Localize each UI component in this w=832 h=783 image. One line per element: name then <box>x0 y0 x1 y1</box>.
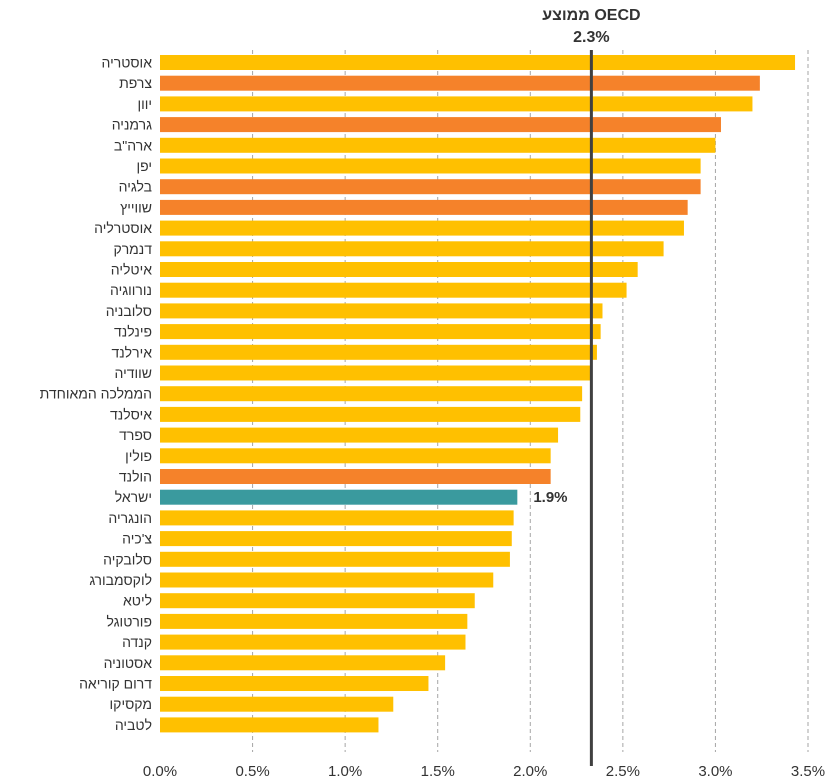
bar <box>160 137 716 153</box>
x-tick-label: 1.5% <box>421 763 455 780</box>
category-label: פולין <box>125 448 152 464</box>
bar <box>160 262 638 277</box>
bar <box>160 96 753 112</box>
bars <box>160 55 796 733</box>
bar <box>160 324 601 340</box>
x-tick-label: 1.0% <box>328 763 362 780</box>
x-tick-label: 0.5% <box>235 763 269 780</box>
bar <box>160 676 429 691</box>
bar <box>160 717 379 733</box>
category-label: אסטוניה <box>104 655 153 671</box>
category-label: לטביה <box>115 717 152 733</box>
category-label: גרמניה <box>112 117 152 133</box>
oecd-average-reference: ממוצע OECD 2.3% <box>542 7 641 766</box>
category-label: דנמרק <box>113 241 152 257</box>
bar <box>160 572 494 588</box>
bar <box>160 427 559 443</box>
bar <box>160 696 394 712</box>
category-label: בלגיה <box>119 179 152 195</box>
category-label: לוקסמבורג <box>89 572 152 588</box>
bar <box>160 344 597 360</box>
category-label: אירלנד <box>111 344 152 360</box>
data-label: 1.9% <box>533 489 567 506</box>
bar <box>160 241 664 257</box>
category-label: יפן <box>136 158 152 174</box>
oecd-average-title: ממוצע OECD <box>542 7 640 24</box>
bar <box>160 655 446 671</box>
bar <box>160 613 468 629</box>
bar <box>160 448 551 464</box>
bar <box>160 117 721 133</box>
data-labels: 1.9% <box>533 489 567 506</box>
category-label: סלובקיה <box>103 551 152 567</box>
category-label: איסלנד <box>110 406 152 422</box>
category-label: ישראל <box>115 489 152 505</box>
bar <box>160 551 510 567</box>
category-labels: אוסטריה צרפת יוון גרמניה ארה"ב יפן בלגיה שווייץ… <box>40 55 153 733</box>
category-label: איטליה <box>111 262 152 278</box>
bar <box>160 158 701 174</box>
bar <box>160 365 592 381</box>
category-label: שווייץ <box>120 199 152 215</box>
category-label: ליטא <box>123 593 152 609</box>
category-label: הממלכה המאוחדת <box>40 386 152 402</box>
bar <box>160 469 551 484</box>
bar <box>160 179 701 195</box>
category-label: הונגריה <box>108 510 152 526</box>
bar <box>160 510 514 526</box>
bar <box>160 303 603 319</box>
x-tick-label: 0.0% <box>143 763 177 780</box>
bar <box>160 634 466 650</box>
category-label: פורטוגל <box>107 613 153 629</box>
category-label: צ'כיה <box>122 531 152 547</box>
x-axis-tick-labels: 0.0% 0.5% 1.0% 1.5% 2.0% 2.5% 3.0% 3.5% <box>143 763 825 780</box>
category-label: ספרד <box>119 427 152 443</box>
category-label: הולנד <box>119 469 152 485</box>
bar <box>160 199 688 215</box>
bar <box>160 489 518 505</box>
bar <box>160 386 583 402</box>
category-label: יוון <box>137 96 152 112</box>
bar <box>160 282 627 298</box>
category-label: סלובניה <box>106 303 152 319</box>
category-label: אוסטריה <box>102 55 153 71</box>
category-label: דרום קוריאה <box>79 676 152 692</box>
category-label: שוודיה <box>115 365 152 381</box>
bar <box>160 75 760 91</box>
x-tick-label: 2.0% <box>513 763 547 780</box>
bar <box>160 55 796 70</box>
x-tick-label: 3.0% <box>698 763 732 780</box>
oecd-average-value: 2.3% <box>573 29 609 46</box>
bar <box>160 220 684 236</box>
bar <box>160 531 512 547</box>
category-label: פינלנד <box>114 324 152 340</box>
category-label: נורווגיה <box>110 282 152 298</box>
category-label: ארה"ב <box>114 137 152 153</box>
bar <box>160 406 581 422</box>
bar <box>160 593 475 609</box>
category-label: מקסיקו <box>110 696 152 712</box>
category-label: אוסטרליה <box>94 220 152 236</box>
category-label: קנדה <box>122 634 152 650</box>
x-tick-label: 2.5% <box>606 763 640 780</box>
x-tick-label: 3.5% <box>791 763 825 780</box>
category-label: צרפת <box>119 75 152 91</box>
